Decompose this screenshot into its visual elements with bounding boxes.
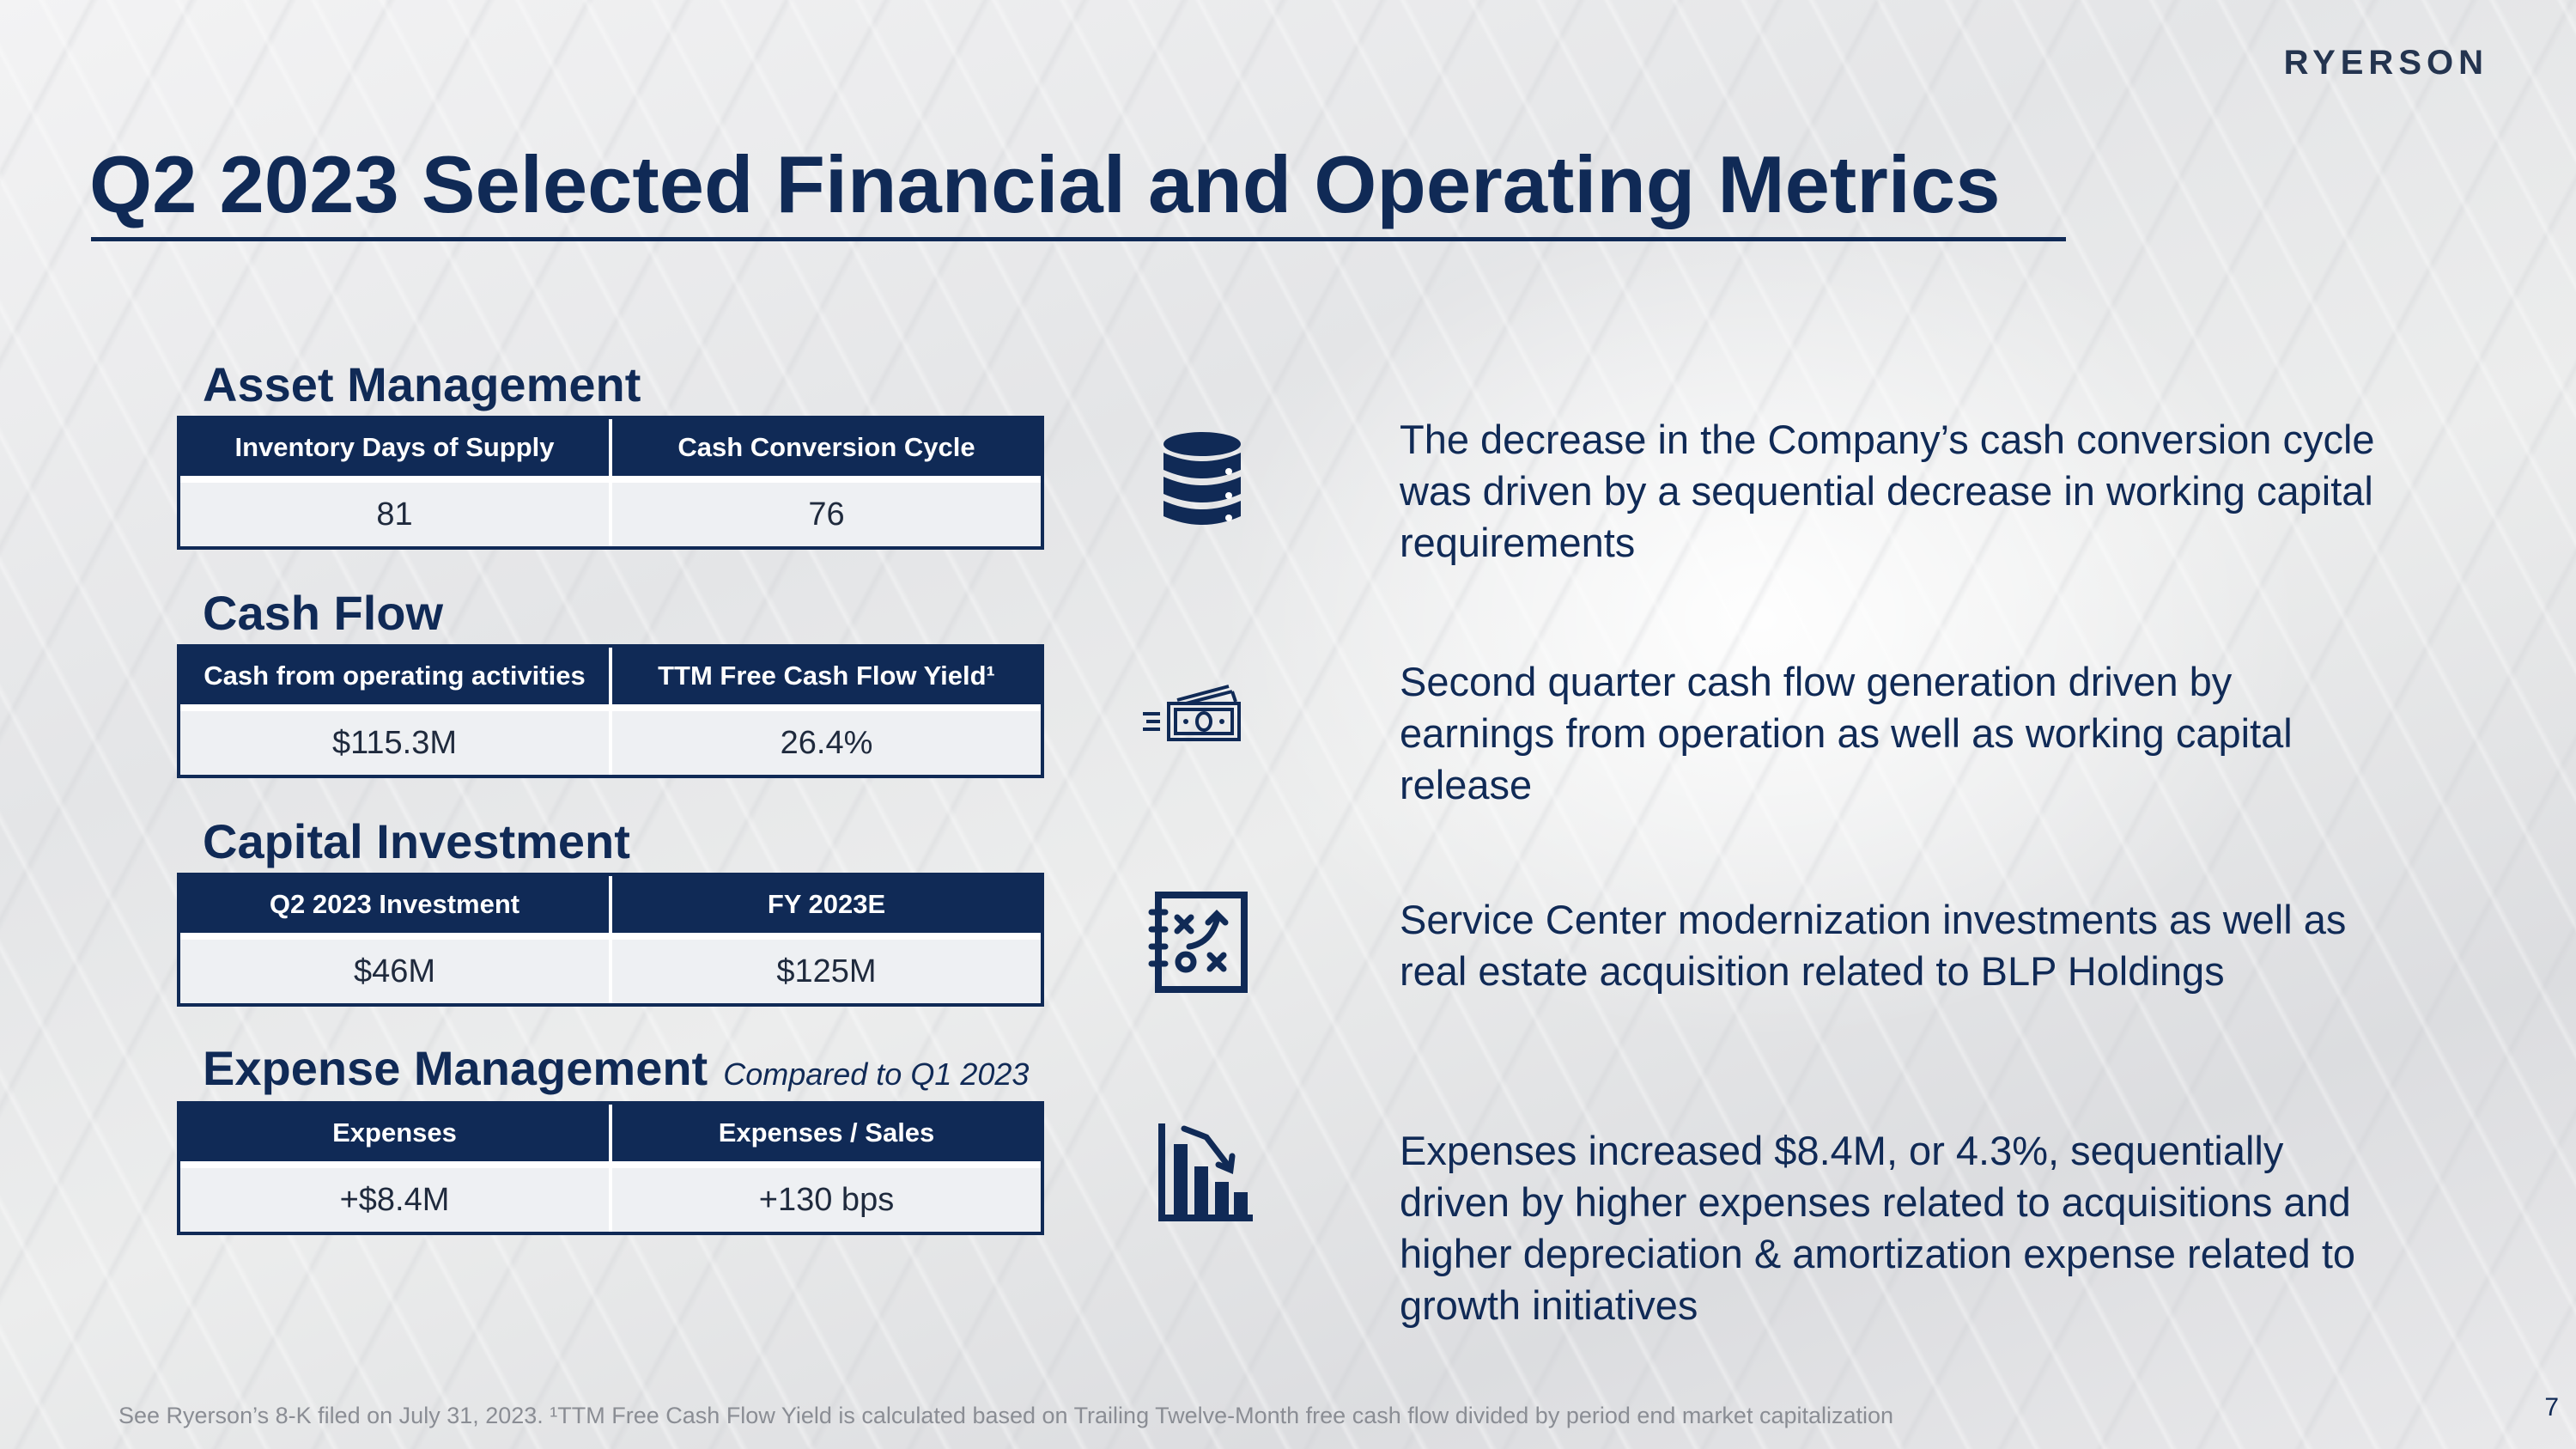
table-header-row: Expenses Expenses / Sales: [180, 1105, 1041, 1161]
capital-investment-description: Service Center modernization investments…: [1400, 897, 2347, 994]
cash-flow-description: Second quarter cash flow generation driv…: [1400, 659, 2293, 807]
asset-management-table: Inventory Days of Supply Cash Conversion…: [177, 416, 1044, 550]
column-header: Expenses: [332, 1117, 457, 1148]
capital-investment-heading: Capital Investment: [203, 814, 646, 875]
ryerson-logo: RYERSON: [2283, 44, 2488, 82]
expense-management-description: Expenses increased $8.4M, or 4.3%, seque…: [1400, 1128, 2356, 1328]
table-header-row: Cash from operating activities TTM Free …: [180, 648, 1041, 704]
section-heading-text: Asset Management: [203, 357, 641, 411]
metric-value: +130 bps: [609, 1168, 1041, 1232]
section-note: Compared to Q1 2023: [723, 1056, 1030, 1092]
column-header: Expenses / Sales: [609, 1105, 1041, 1161]
cash-money-icon: [1138, 666, 1249, 777]
column-header: Q2 2023 Investment: [269, 889, 520, 919]
section-heading-text: Cash Flow: [203, 586, 444, 640]
column-header: FY 2023E: [609, 876, 1041, 933]
column-header: Cash Conversion Cycle: [609, 419, 1041, 476]
cash-flow-heading: Cash Flow: [203, 586, 459, 647]
capital-investment-table: Q2 2023 Investment FY 2023E $46M $125M: [177, 873, 1044, 1007]
column-header: Inventory Days of Supply: [234, 432, 555, 462]
table-value-row: +$8.4M +130 bps: [180, 1168, 1041, 1232]
declining-bar-chart-icon: [1146, 1118, 1258, 1230]
metric-value: $125M: [609, 940, 1041, 1003]
metric-value: 26.4%: [609, 711, 1041, 775]
asset-management-description: The decrease in the Company’s cash conve…: [1400, 417, 2375, 565]
cash-flow-table: Cash from operating activities TTM Free …: [177, 644, 1044, 778]
expense-management-heading: Expense Management Compared to Q1 2023: [203, 1041, 1029, 1102]
metric-value: $115.3M: [331, 724, 458, 761]
page-title: Q2 2023 Selected Financial and Operating…: [89, 139, 2001, 229]
expense-management-table: Expenses Expenses / Sales +$8.4M +130 bp…: [177, 1101, 1044, 1235]
metric-value: 76: [609, 483, 1041, 546]
metric-value: +$8.4M: [339, 1181, 450, 1218]
table-header-row: Q2 2023 Investment FY 2023E: [180, 876, 1041, 933]
table-value-row: 81 76: [180, 483, 1041, 546]
asset-management-heading: Asset Management: [203, 357, 656, 418]
page-number: 7: [2544, 1393, 2559, 1422]
database-stack-icon: [1146, 425, 1258, 537]
section-heading-text: Capital Investment: [203, 814, 630, 868]
metric-value: 81: [376, 496, 413, 533]
table-value-row: $115.3M 26.4%: [180, 711, 1041, 775]
table-value-row: $46M $125M: [180, 940, 1041, 1003]
strategy-plan-icon: [1146, 886, 1258, 998]
title-underline: [91, 237, 2066, 241]
section-heading-text: Expense Management: [203, 1041, 708, 1095]
footnote: See Ryerson’s 8-K filed on July 31, 2023…: [118, 1403, 1894, 1428]
column-header: Cash from operating activities: [204, 661, 586, 691]
metric-value: $46M: [353, 953, 436, 989]
column-header: TTM Free Cash Flow Yield¹: [609, 648, 1041, 704]
table-header-row: Inventory Days of Supply Cash Conversion…: [180, 419, 1041, 476]
